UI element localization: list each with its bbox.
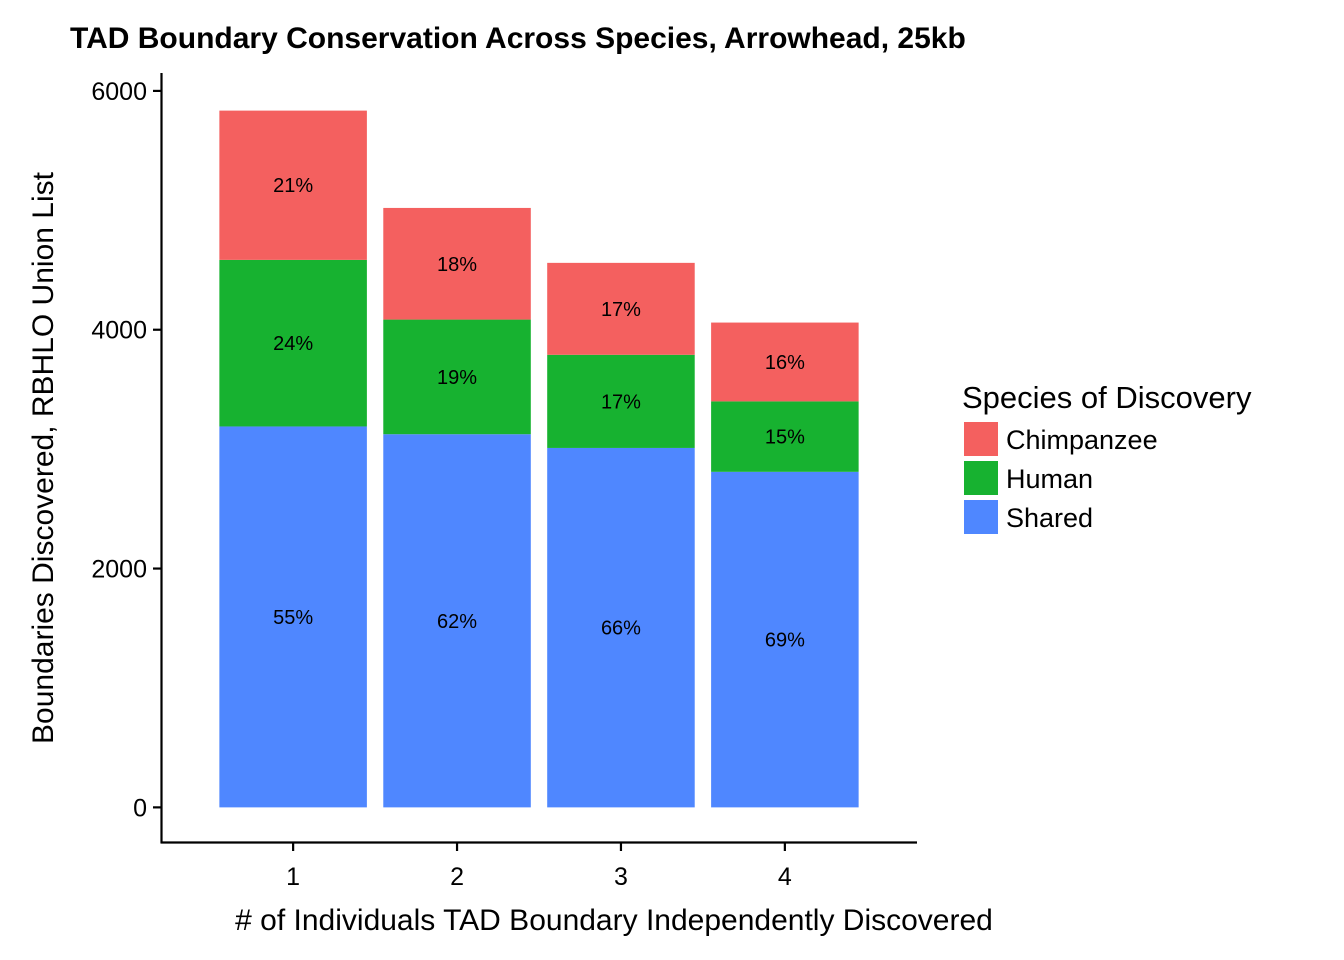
bar-label-chimpanzee-1: 21% <box>273 175 313 197</box>
bar-label-chimpanzee-4: 16% <box>765 352 805 374</box>
bar-human-1 <box>219 259 367 427</box>
bar-chimpanzee-2 <box>383 207 531 320</box>
bar-label-human-2: 19% <box>437 367 477 389</box>
bar-label-shared-3: 66% <box>601 618 641 640</box>
bar-human-3 <box>547 354 695 448</box>
bar-chimpanzee-4 <box>711 322 859 402</box>
legend-title: Species of Discovery <box>962 380 1252 415</box>
x-axis-title: # of Individuals TAD Boundary Independen… <box>235 904 993 937</box>
x-tick-label-3: 3 <box>614 863 628 891</box>
y-axis-ticks: 0 2000 4000 6000 <box>91 78 162 822</box>
bar-chimpanzee-1 <box>219 110 367 260</box>
x-tick-label-4: 4 <box>778 863 792 891</box>
bar-shared-1 <box>219 426 367 808</box>
bar-label-chimpanzee-3: 17% <box>601 299 641 321</box>
bar-label-human-1: 24% <box>273 333 313 355</box>
y-tick-label-0: 0 <box>133 794 147 822</box>
bar-chimpanzee-3 <box>547 262 695 355</box>
y-axis-title: Boundaries Discovered, RBHLO Union List <box>27 171 60 744</box>
bar-human-2 <box>383 319 531 435</box>
bar-shared-3 <box>547 447 695 808</box>
legend-label-chimpanzee: Chimpanzee <box>1006 425 1158 455</box>
x-tick-label-2: 2 <box>450 863 464 891</box>
y-tick-label-6000: 6000 <box>91 78 147 106</box>
bar-label-shared-4: 69% <box>765 630 805 652</box>
bars-layer <box>219 110 859 808</box>
legend-label-human: Human <box>1006 464 1093 494</box>
bar-label-chimpanzee-2: 18% <box>437 254 477 276</box>
legend-swatch-shared <box>964 500 998 534</box>
bar-shared-4 <box>711 471 859 808</box>
bar-label-human-4: 15% <box>765 427 805 449</box>
y-tick-label-4000: 4000 <box>91 317 147 345</box>
chart-title: TAD Boundary Conservation Across Species… <box>70 22 966 55</box>
y-tick-label-2000: 2000 <box>91 556 147 584</box>
x-axis-ticks: 1 2 3 4 <box>286 842 792 891</box>
bar-label-human-3: 17% <box>601 391 641 413</box>
bar-shared-2 <box>383 434 531 808</box>
bar-label-shared-1: 55% <box>273 607 313 629</box>
legend: Species of Discovery Chimpanzee Human Shar… <box>962 380 1252 534</box>
x-tick-label-1: 1 <box>286 863 300 891</box>
legend-swatch-chimpanzee <box>964 422 998 456</box>
bar-labels-layer: 55% 24% 21% 62% 19% 18% 66% 17% 17% 69% 15% 16% <box>273 175 805 651</box>
legend-label-shared: Shared <box>1006 503 1093 533</box>
bar-label-shared-2: 62% <box>437 611 477 633</box>
bar-human-4 <box>711 401 859 472</box>
legend-swatch-human <box>964 461 998 495</box>
